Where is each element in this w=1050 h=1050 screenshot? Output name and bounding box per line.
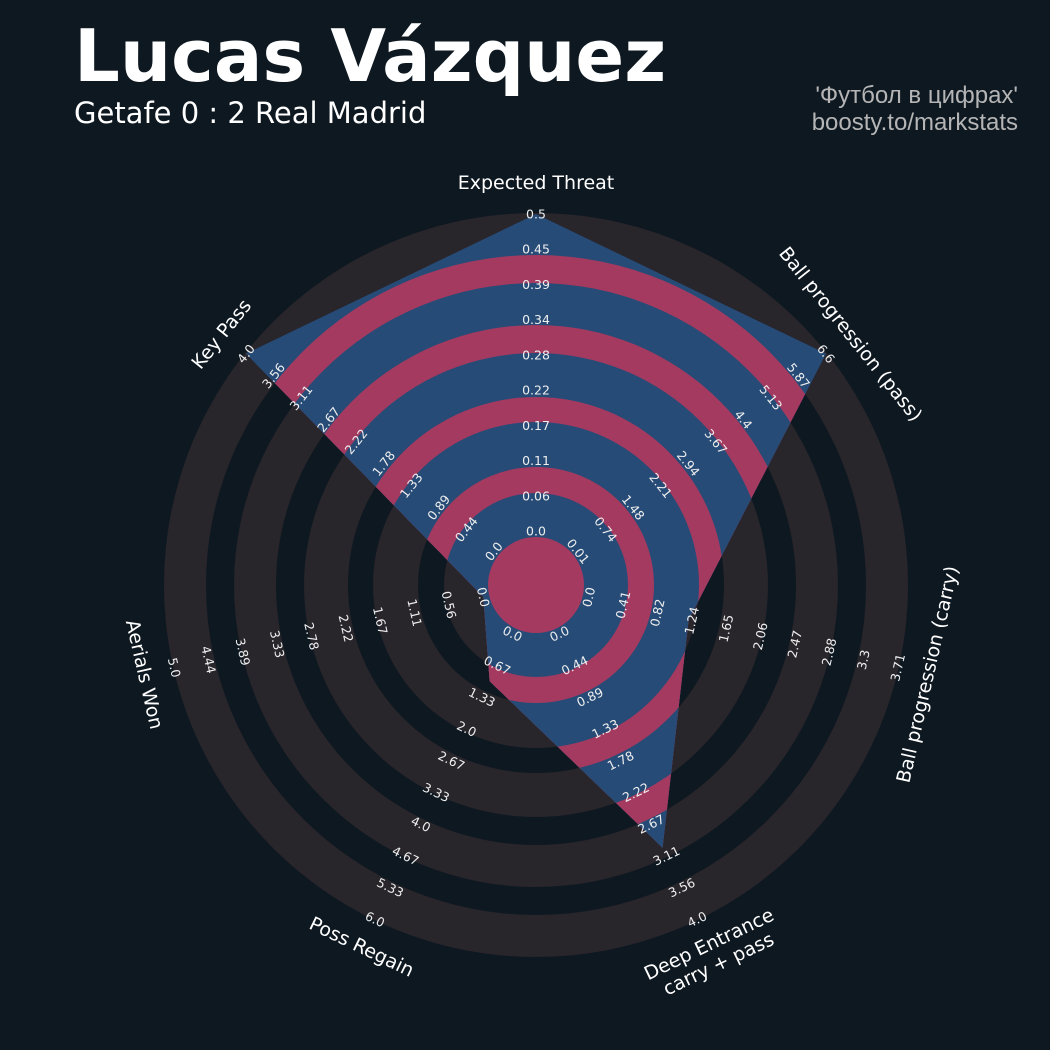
tick-label: 3.89 <box>233 637 254 668</box>
tick-label: 2.88 <box>819 637 840 668</box>
tick-label: 0.41 <box>613 590 634 620</box>
match-subtitle: Getafe 0 : 2 Real Madrid <box>74 96 427 130</box>
tick-label: 2.47 <box>784 629 805 659</box>
tick-label: 0.34 <box>522 312 550 327</box>
tick-label: 0.17 <box>522 418 550 433</box>
tick-label: 0.28 <box>522 347 550 362</box>
tick-label: 5.0 <box>165 656 184 679</box>
tick-label: 3.33 <box>267 629 288 659</box>
tick-label: 3.3 <box>854 648 873 671</box>
radar-ring <box>488 537 584 633</box>
tick-label: 0.5 <box>526 207 546 222</box>
tick-label: 1.65 <box>716 613 737 643</box>
tick-label: 0.11 <box>522 453 550 468</box>
tick-label: 0.39 <box>522 277 550 292</box>
param-label: Aerials Won <box>121 618 167 732</box>
credits: 'Футбол в цифрах' boosty.to/markstats <box>812 82 1018 136</box>
tick-label: 0.22 <box>522 383 550 398</box>
tick-label: 2.78 <box>301 621 322 652</box>
tick-label: 0.0 <box>526 524 546 539</box>
player-name-title: Lucas Vázquez <box>74 14 667 98</box>
credit-line-1: 'Футбол в цифрах' <box>815 82 1018 109</box>
tick-label: 3.71 <box>887 652 908 682</box>
tick-label: 1.67 <box>370 605 391 635</box>
tick-label: 1.11 <box>404 597 425 627</box>
param-label: Expected Threat <box>458 172 615 194</box>
tick-label: 0.82 <box>647 597 668 627</box>
tick-label: 0.06 <box>522 488 550 503</box>
tick-label: 0.0 <box>474 586 493 609</box>
credit-line-2: boosty.to/markstats <box>811 109 1018 136</box>
tick-label: 0.0 <box>579 586 598 609</box>
tick-label: 0.56 <box>439 590 460 621</box>
tick-label: 1.24 <box>681 605 702 636</box>
tick-label: 2.22 <box>336 613 357 643</box>
tick-label: 4.44 <box>198 644 219 675</box>
tick-label: 0.45 <box>522 242 550 257</box>
tick-label: 2.06 <box>750 621 771 652</box>
